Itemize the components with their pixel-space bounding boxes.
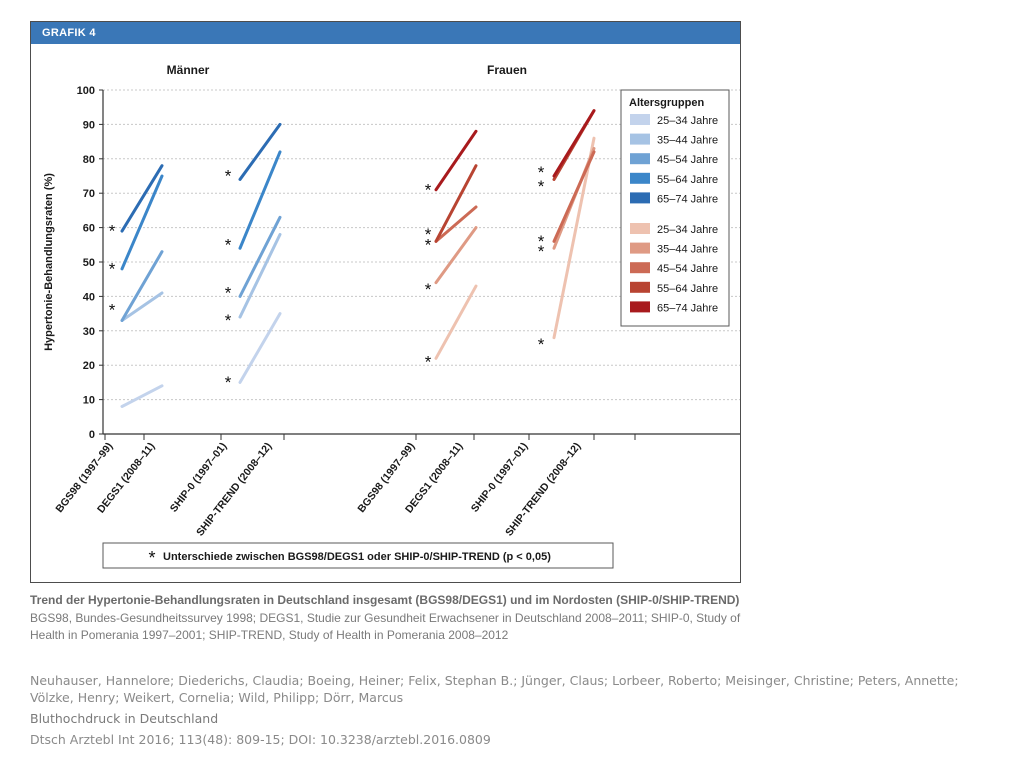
significance-star: * <box>225 167 232 186</box>
significance-star: * <box>225 311 232 330</box>
legend-label: 25–34 Jahre <box>657 115 718 127</box>
series-line-bgs-degs <box>434 164 478 243</box>
legend-swatch <box>630 223 650 234</box>
series-line-ship <box>238 122 282 181</box>
series-line-bgs-degs <box>434 226 478 285</box>
series-line-ship <box>238 215 282 298</box>
significance-star: * <box>425 235 432 254</box>
reference-authors: Neuhauser, Hannelore; Diederichs, Claudi… <box>30 673 959 705</box>
series-line-bgs-degs <box>120 250 164 322</box>
significance-star: * <box>538 242 545 261</box>
x-category-label: SHIP-0 (1997–01) <box>469 440 531 514</box>
legend-label: 35–44 Jahre <box>657 244 718 256</box>
significance-star: * <box>538 177 545 196</box>
significance-star: * <box>109 259 116 278</box>
caption-body: BGS98, Bundes-Gesundheitssurvey 1998; DE… <box>30 611 741 642</box>
reference-title: Bluthochdruck in Deutschland <box>30 711 219 726</box>
legend-label: 25–34 Jahre <box>657 224 718 236</box>
legend-swatch <box>630 172 650 184</box>
series-line-ship <box>552 150 596 243</box>
legend-swatch <box>630 281 650 293</box>
y-tick-label: 70 <box>83 188 95 200</box>
note-text: Unterschiede zwischen BGS98/DEGS1 oder S… <box>163 551 551 563</box>
significance-star: * <box>225 235 232 254</box>
series-line-ship <box>552 109 596 178</box>
series-line-bgs-degs <box>434 205 478 243</box>
chart: Männer Frauen Hypertonie-Behandlungsrate… <box>43 63 740 569</box>
significance-star: * <box>425 225 432 244</box>
significance-star: * <box>538 232 545 251</box>
legend-swatch <box>630 242 650 254</box>
y-tick-label: 20 <box>83 360 95 372</box>
note-star: * <box>148 548 155 568</box>
y-tick-label: 50 <box>83 257 95 269</box>
x-category-label: SHIP-TREND (2008–12) <box>194 440 274 538</box>
figure-header: GRAFIK 4 <box>31 22 740 44</box>
significance-star: * <box>538 163 545 182</box>
y-tick-label: 40 <box>83 291 95 303</box>
legend-swatch <box>630 301 650 313</box>
series-line-ship <box>238 232 282 319</box>
significance-star: * <box>109 222 116 241</box>
legend-swatch <box>630 192 650 204</box>
legend-label: 55–64 Jahre <box>657 283 718 295</box>
significance-star: * <box>425 280 432 299</box>
note-box: * Unterschiede zwischen BGS98/DEGS1 oder… <box>102 542 614 569</box>
legend-label: 45–54 Jahre <box>657 154 718 166</box>
figure-frame: GRAFIK 4 Männer Frauen Hypertonie-Behand… <box>30 21 741 583</box>
significance-star: * <box>538 335 545 354</box>
significance-star: * <box>109 301 116 320</box>
series-line-bgs-degs <box>120 164 164 233</box>
panel-title-women: Frauen <box>487 63 527 77</box>
legend-label: 55–64 Jahre <box>657 174 718 186</box>
reference-source: Dtsch Arztebl Int 2016; 113(48): 809-15;… <box>30 732 491 747</box>
series-line-bgs-degs <box>434 129 478 192</box>
legend-swatch <box>630 133 650 145</box>
legend-swatch <box>630 153 650 165</box>
caption-title: Trend der Hypertonie-Behandlungsraten in… <box>30 593 740 607</box>
series-line-bgs-degs <box>120 291 164 322</box>
significance-star: * <box>425 180 432 199</box>
y-tick-label: 60 <box>83 223 95 235</box>
series-line-bgs-degs <box>120 174 164 271</box>
series-line-ship <box>238 150 282 250</box>
panel-title-men: Männer <box>167 63 210 77</box>
significance-star: * <box>225 373 232 392</box>
legend-title: Altersgruppen <box>629 97 704 109</box>
legend-label: 45–54 Jahre <box>657 263 718 275</box>
legend-swatch <box>630 262 650 274</box>
y-tick-label: 30 <box>83 326 95 338</box>
legend-label: 65–74 Jahre <box>657 193 718 205</box>
series-line-ship <box>238 312 282 384</box>
series-line-ship <box>552 136 596 340</box>
y-tick-label: 100 <box>77 85 95 97</box>
y-axis-label: Hypertonie-Behandlungsraten (%) <box>43 173 55 351</box>
series-line-bgs-degs <box>120 384 164 408</box>
significance-star: * <box>225 284 232 303</box>
y-tick-label: 0 <box>89 429 95 441</box>
legend-label: 65–74 Jahre <box>657 302 718 314</box>
y-tick-label: 90 <box>83 119 95 131</box>
legend-label: 35–44 Jahre <box>657 135 718 147</box>
significance-star: * <box>425 352 432 371</box>
y-tick-label: 80 <box>83 154 95 166</box>
series-line-bgs-degs <box>434 284 478 360</box>
y-tick-label: 10 <box>83 395 95 407</box>
legend-swatch <box>630 114 650 125</box>
